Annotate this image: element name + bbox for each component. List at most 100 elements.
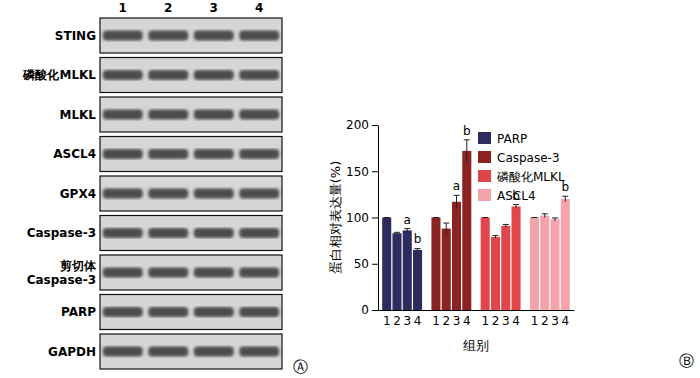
blot-row: GPX4 [60,176,282,211]
legend-item: PARP [478,132,527,146]
x-tick: 2 [492,310,500,328]
blot-band [194,268,234,278]
error-bar [404,229,410,233]
blot-frame [100,97,282,132]
error-line [516,205,517,209]
legend-item: ASCL4 [478,189,536,203]
legend-label: ASCL4 [497,189,536,203]
lane-label: 4 [255,1,263,15]
error-line [456,195,457,208]
y-tick-mark [372,218,378,219]
blot-band [103,110,143,120]
error-line [407,229,408,233]
x-tick-label: 4 [561,314,569,328]
bar-series [431,140,471,310]
x-axis [379,310,575,311]
error-cap [464,139,470,140]
significance-label: a [453,179,460,193]
x-tick-label: 1 [432,314,440,328]
error-bar [415,248,421,251]
legend-label: Caspase-3 [497,151,560,165]
bar [481,218,490,311]
blot-band [194,149,234,159]
blot-band [194,228,234,238]
blot-row: PARP [61,295,282,330]
blot-frame [100,18,282,53]
bar [442,229,451,310]
significance-label: a [404,213,411,227]
error-bar [492,236,498,239]
bar [452,202,461,310]
error-bar [394,232,400,234]
panel-a: 1234STING磷酸化MLKLMLKLASCL4GPX4Caspase-3剪切… [22,1,282,369]
y-axis: 050100150200 [346,118,378,317]
x-tick: 1 [432,310,440,328]
x-tick: 2 [442,310,450,328]
error-cap [454,195,460,196]
error-bar [454,195,460,208]
error-cap [492,235,498,236]
legend-label: PARP [497,132,527,146]
bar [382,218,391,311]
blot-frame [100,137,282,172]
error-bar [562,196,568,202]
blot-band [239,149,279,159]
bar [462,151,471,310]
y-tick-mark [372,264,378,265]
y-tick-label: 150 [346,165,369,179]
bar [530,218,539,311]
blot-row: STING [55,18,282,53]
blot-band [103,228,143,238]
x-tick-label: 1 [383,314,391,328]
x-axis-cluster: 1234 [432,310,470,328]
bar [491,237,500,310]
row-label: 磷酸化MLKL [22,68,96,82]
y-tick: 50 [354,257,378,271]
bar-series [481,205,521,310]
blot-band [239,189,279,199]
blot-band [239,347,279,357]
y-tick-mark [372,171,378,172]
error-bar [443,223,449,234]
blot-band [194,110,234,120]
blot-band [148,347,188,357]
blot-row: ASCL4 [53,137,282,172]
error-cap [433,217,439,218]
x-axis-cluster: 1234 [383,310,421,328]
blot-band [103,347,143,357]
x-tick-label: 2 [541,314,549,328]
legend-swatch [478,189,491,201]
x-tick-label: 3 [403,314,411,328]
blot-band [148,70,188,80]
blot-frame [100,58,282,93]
blot-band [194,70,234,80]
error-bar [482,217,488,218]
blot-band [103,189,143,199]
blot-band [194,347,234,357]
error-cap [415,248,421,249]
row-label: GPX4 [60,187,96,201]
error-bar [464,140,470,162]
y-axis-title: 蛋白相对表达量(%) [328,161,343,275]
significance-label: b [414,232,422,246]
row-label: STING [55,29,96,43]
y-tick-label: 200 [346,118,369,132]
blot-band [103,31,143,41]
error-bar [542,214,548,218]
error-bar [433,217,439,218]
x-tick: 4 [463,310,471,328]
y-tick-label: 100 [346,211,369,225]
x-tick: 4 [561,310,569,328]
bar [540,216,549,310]
row-label: Caspase-3 [27,226,96,240]
y-tick-label: 50 [354,257,369,271]
panel-label: Ⓑ [679,352,694,370]
panel-b: 0501001502001234123412341234ababbb蛋白相对表达… [328,118,575,353]
error-bar [552,218,558,221]
error-cap [482,217,488,218]
blot-band [148,189,188,199]
blot-row: 磷酸化MLKL [22,58,282,93]
blot-band [148,31,188,41]
x-tick-label: 2 [492,314,500,328]
bar [403,230,412,310]
